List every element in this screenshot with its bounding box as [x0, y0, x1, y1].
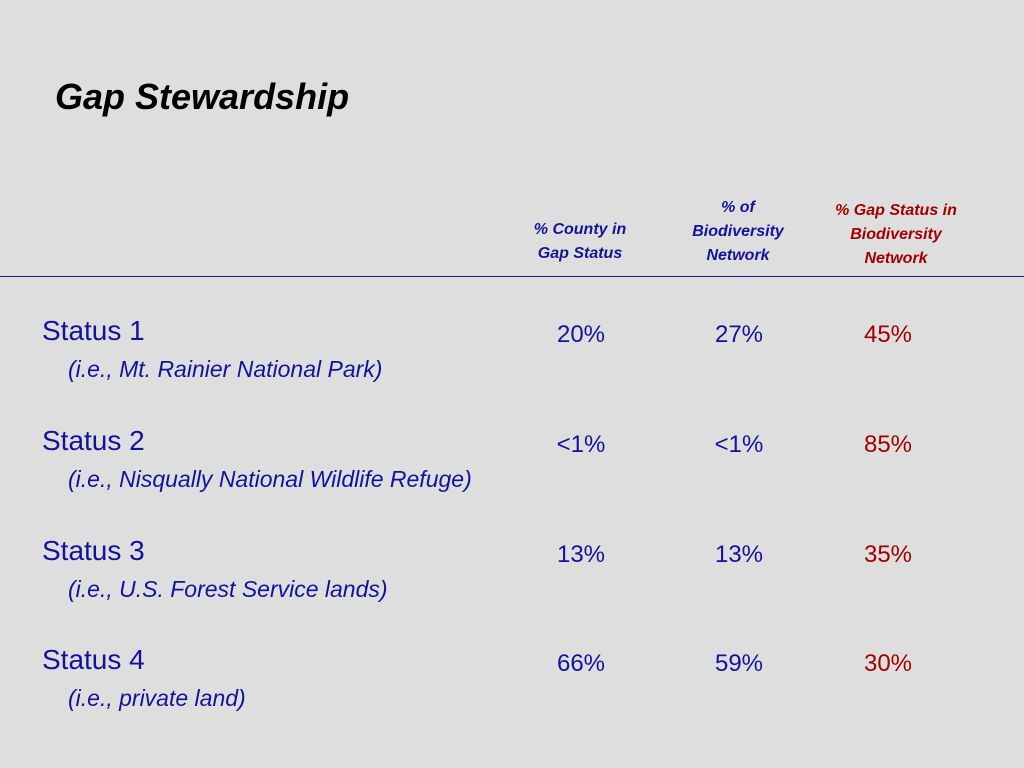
cell-gap-biodiversity-status-4: 30%	[863, 650, 913, 677]
cell-gap-biodiversity-status-2: 85%	[863, 431, 913, 458]
cell-county-status-1: 20%	[556, 321, 606, 348]
cell-gap-biodiversity-status-1: 45%	[863, 321, 913, 348]
cell-biodiversity-status-3: 13%	[714, 541, 764, 568]
row-sublabel-status-2: (i.e., Nisqually National Wildlife Refug…	[68, 466, 472, 492]
row-sublabel-status-4: (i.e., private land)	[68, 685, 246, 711]
row-label-status-4: Status 4	[42, 644, 145, 675]
cell-gap-biodiversity-status-3: 35%	[863, 541, 913, 568]
row-sublabel-status-1: (i.e., Mt. Rainier National Park)	[68, 356, 383, 382]
cell-county-status-2: <1%	[556, 431, 606, 458]
cell-biodiversity-status-4: 59%	[714, 650, 764, 677]
header-gap-status-biodiversity: % Gap Status in Biodiversity Network	[835, 202, 957, 267]
header-divider	[0, 276, 1024, 277]
cell-biodiversity-status-2: <1%	[714, 431, 764, 458]
row-sublabel-status-3: (i.e., U.S. Forest Service lands)	[68, 576, 388, 602]
slide-title: Gap Stewardship	[55, 76, 350, 117]
header-biodiversity-network: % of Biodiversity Network	[692, 199, 784, 264]
cell-county-status-3: 13%	[556, 541, 606, 568]
row-label-status-3: Status 3	[42, 535, 145, 566]
cell-biodiversity-status-1: 27%	[714, 321, 764, 348]
header-county-gap-status: % County in Gap Status	[533, 221, 627, 262]
row-label-status-1: Status 1	[42, 315, 145, 346]
row-label-status-2: Status 2	[42, 425, 145, 456]
cell-county-status-4: 66%	[556, 650, 606, 677]
